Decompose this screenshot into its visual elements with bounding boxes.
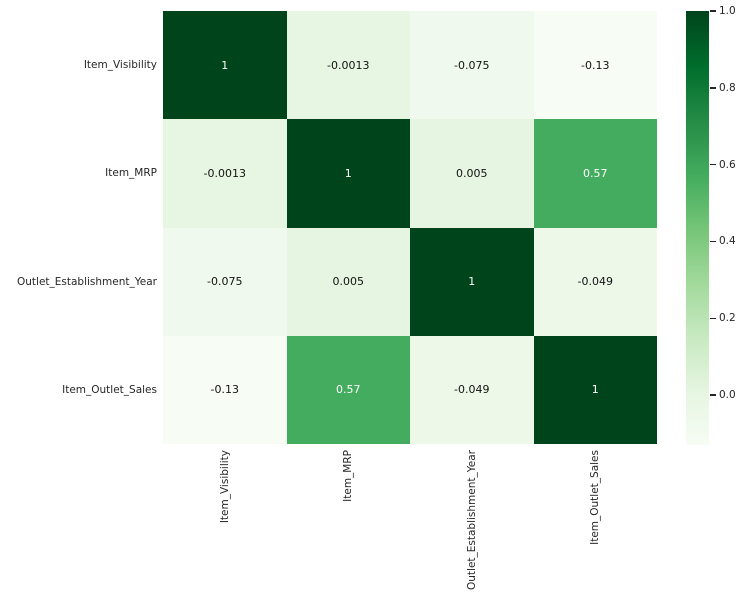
x-tick-label-Outlet_Establishment_Year: Outlet_Establishment_Year bbox=[465, 450, 478, 591]
cell-annotation: 1 bbox=[221, 58, 229, 72]
x-tick-slot: Item_Outlet_Sales bbox=[534, 450, 658, 590]
colorbar-tick-label-0.2: 0.2 bbox=[719, 312, 736, 325]
heatmap-cell-Outlet_Establishment_Year-x-Item_Visibility: -0.075 bbox=[163, 227, 287, 336]
heatmap-cell-Item_Visibility-x-Item_Outlet_Sales: -0.13 bbox=[533, 11, 657, 120]
heatmap-cell-Item_Visibility-x-Outlet_Establishment_Year: -0.075 bbox=[410, 11, 534, 120]
cell-annotation: -0.13 bbox=[210, 383, 239, 397]
cell-annotation: -0.049 bbox=[577, 275, 613, 289]
heatmap-cell-Item_MRP-x-Item_Visibility: -0.0013 bbox=[163, 119, 287, 228]
colorbar-tick-mark bbox=[710, 240, 716, 243]
cell-annotation: 1 bbox=[344, 166, 352, 180]
colorbar-tick-label-0.6: 0.6 bbox=[719, 158, 736, 171]
heatmap-cell-Outlet_Establishment_Year-x-Outlet_Establishment_Year: 1 bbox=[410, 227, 534, 336]
heatmap-cell-Item_Outlet_Sales-x-Item_Visibility: -0.13 bbox=[163, 335, 287, 444]
y-tick-label-Item_Outlet_Sales: Item_Outlet_Sales bbox=[62, 383, 157, 396]
colorbar-tick-mark bbox=[710, 317, 716, 319]
heatmap-cell-Item_Visibility-x-Item_MRP: -0.0013 bbox=[286, 11, 410, 120]
heatmap-cell-Item_Outlet_Sales-x-Item_MRP: 0.57 bbox=[286, 335, 410, 444]
cell-annotation: -0.075 bbox=[454, 58, 490, 72]
cell-annotation: 0.005 bbox=[456, 166, 488, 180]
x-tick-label-Item_MRP: Item_MRP bbox=[342, 450, 355, 502]
cell-annotation: -0.13 bbox=[581, 58, 610, 72]
cell-annotation: -0.075 bbox=[207, 275, 243, 289]
x-tick-slot: Item_MRP bbox=[287, 450, 411, 590]
y-tick-label-Item_MRP: Item_MRP bbox=[105, 167, 157, 180]
y-tick-label-Item_Visibility: Item_Visibility bbox=[83, 59, 157, 72]
x-tick-slot: Outlet_Establishment_Year bbox=[410, 450, 534, 590]
colorbar-gradient bbox=[686, 11, 709, 445]
x-tick-slot: Item_Visibility bbox=[163, 450, 287, 590]
cell-annotation: -0.049 bbox=[454, 383, 490, 397]
colorbar-tick-mark bbox=[710, 394, 716, 396]
colorbar-tick-label-1.0: 1.0 bbox=[719, 5, 736, 17]
cell-annotation: 0.57 bbox=[583, 166, 608, 180]
heatmap-grid: 1 -0.0013 -0.075 -0.13 -0.0013 1 0.005 0.57 -0.0… bbox=[163, 11, 657, 444]
colorbar-tick-label-0.0: 0.0 bbox=[719, 389, 736, 402]
colorbar-tick-mark bbox=[710, 87, 716, 89]
colorbar-tick-label-0.4: 0.4 bbox=[719, 235, 736, 248]
cell-annotation: 1 bbox=[468, 275, 476, 289]
cell-annotation: -0.0013 bbox=[327, 58, 370, 72]
heatmap-cell-Item_MRP-x-Item_MRP: 1 bbox=[286, 119, 410, 228]
x-tick-label-Item_Visibility: Item_Visibility bbox=[218, 450, 231, 524]
colorbar-tick-mark bbox=[710, 163, 716, 166]
cell-annotation: 0.005 bbox=[332, 275, 365, 289]
heatmap-cell-Item_MRP-x-Item_Outlet_Sales: 0.57 bbox=[533, 119, 657, 228]
colorbar-tick-mark bbox=[710, 10, 716, 12]
cell-annotation: -0.0013 bbox=[203, 166, 246, 180]
colorbar-tick-label-0.8: 0.8 bbox=[719, 81, 736, 94]
heatmap-cell-Item_Outlet_Sales-x-Outlet_Establishment_Year: -0.049 bbox=[410, 335, 534, 444]
x-axis-tick-labels: Item_Visibility Item_MRP Outlet_Establishm… bbox=[163, 450, 657, 590]
heatmap-cell-Item_MRP-x-Outlet_Establishment_Year: 0.005 bbox=[410, 119, 534, 228]
heatmap-cell-Outlet_Establishment_Year-x-Item_MRP: 0.005 bbox=[286, 227, 410, 336]
heatmap-cell-Outlet_Establishment_Year-x-Item_Outlet_Sales: -0.049 bbox=[533, 227, 657, 336]
cell-annotation: 1 bbox=[591, 383, 599, 397]
x-tick-label-Item_Outlet_Sales: Item_Outlet_Sales bbox=[589, 450, 602, 545]
heatmap-cell-Item_Visibility-x-Item_Visibility: 1 bbox=[163, 11, 287, 120]
cell-annotation: 0.57 bbox=[336, 383, 361, 397]
y-tick-label-Outlet_Establishment_Year: Outlet_Establishment_Year bbox=[16, 275, 157, 288]
heatmap-cell-Item_Outlet_Sales-x-Item_Outlet_Sales: 1 bbox=[533, 335, 657, 444]
